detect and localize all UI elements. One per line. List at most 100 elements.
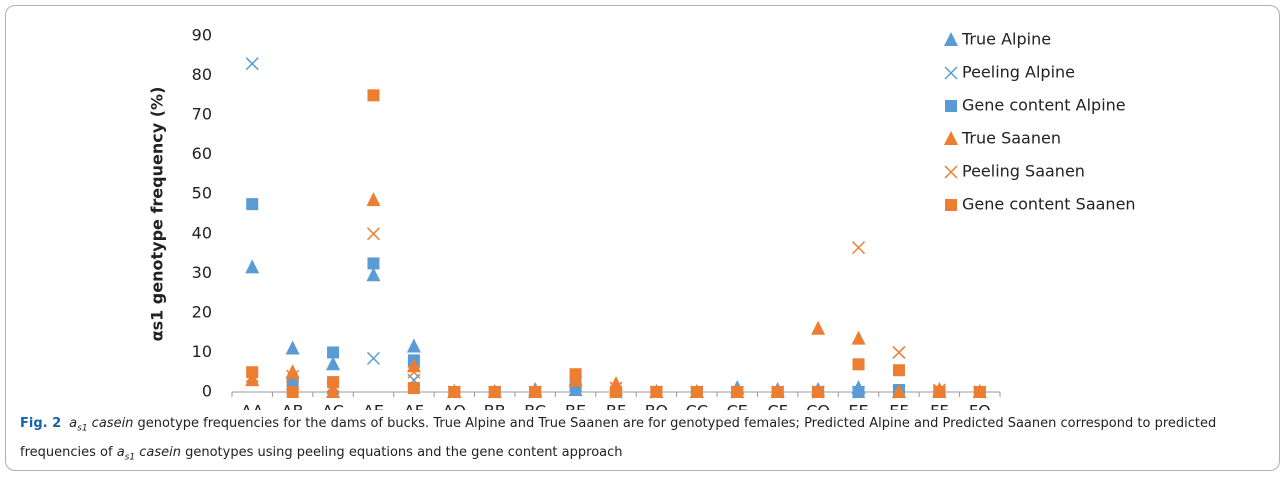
x-tick-label: AO [443,402,466,411]
caption-text: casein [135,444,181,460]
point [569,368,582,381]
x-tick-label: AE [363,402,384,411]
legend-label: Gene content Alpine [962,96,1126,115]
point [407,382,420,395]
caption-italic: s1 [124,445,136,463]
point [851,330,866,345]
y-tick-label: 10 [192,342,212,361]
x-tick-label: BO [645,402,668,411]
point [327,346,340,359]
x-tick-label: AA [241,402,263,411]
caption-italic: s1 [77,416,88,434]
x-tick-label: CO [806,402,830,411]
point [367,257,380,270]
caption-text: genotype frequencies for the dams of buc… [20,416,1217,460]
point [771,386,784,398]
caption-text: s1 [124,452,136,463]
x-tick-label: CF [767,402,787,411]
point [811,320,826,335]
x-tick-label: AB [282,402,304,411]
legend-marker [944,66,958,80]
point [366,351,381,365]
point [326,356,341,371]
point [246,198,259,211]
x-tick-label: EE [848,402,868,411]
legend-label: Gene content Saanen [962,195,1136,214]
x-tick-label: FF [930,402,948,411]
point [327,376,340,389]
y-axis-label: αs1 genotype frequency (%) [148,87,167,342]
point [650,386,663,398]
y-tick-label: 30 [192,263,212,282]
point [891,384,906,398]
legend-marker [945,100,957,112]
y-tick-label: 70 [192,105,212,124]
legend-label: True Alpine [961,30,1051,49]
x-tick-label: BC [524,402,546,411]
point [246,366,259,379]
point [245,372,260,387]
x-tick-label: BF [606,402,626,411]
point [245,57,259,71]
point [326,384,341,398]
caption-italic: casein [135,445,181,460]
point [690,386,703,398]
point [285,364,300,379]
legend-marker [944,32,958,46]
x-tick-label: AC [322,402,344,411]
point [285,340,300,355]
caption-italic: a [117,445,125,460]
x-tick-label: BE [565,402,586,411]
legend-label: True Saanen [961,129,1061,148]
caption: Fig. 2 as1 casein genotype frequencies fo… [20,412,1265,469]
point [286,369,300,383]
point [448,386,461,398]
y-tick-label: 0 [202,382,212,401]
caption-text: genotypes using peeling equations and th… [180,444,623,460]
point [286,386,299,398]
point [892,364,905,377]
y-tick-label: 40 [192,223,212,242]
point [488,386,501,398]
caption-text: a [116,444,125,460]
y-tick-label: 80 [192,65,212,84]
point [851,241,866,255]
legend-marker [945,199,957,211]
point [366,267,381,282]
point [731,386,744,398]
chart: αs1 genotype frequency (%) 0 10 20 30 40 50 60… [148,26,1136,411]
point [973,386,986,398]
point [892,345,906,359]
x-tick-label: FO [969,402,991,411]
y-tick-label: 50 [192,184,212,203]
caption-text: casein [87,416,134,431]
x-tick-label: EF [889,402,908,411]
point [933,386,946,398]
point [366,227,381,241]
y-tick-label: 90 [192,26,212,45]
caption-text: a [69,416,78,431]
y-tick-label: 60 [192,144,212,163]
x-tick-label: BB [484,402,506,411]
point [245,259,260,274]
x-tick-label: CC [686,402,708,411]
legend-marker [944,131,958,145]
caption-italic: a [69,416,77,431]
caption-label: Fig. 2 [20,416,62,431]
point [852,358,865,371]
y-tick-label: 20 [192,302,212,321]
point [610,386,622,398]
point [406,338,421,353]
legend-marker [944,165,958,179]
point [529,386,542,398]
point [366,192,381,207]
caption-text: s1 [77,423,88,434]
point [367,89,380,102]
point [852,386,865,398]
caption-italic: casein [88,416,134,431]
legend-label: Peeling Saanen [962,162,1085,181]
point [812,386,825,398]
x-tick-label: CE [727,402,748,411]
legend-label: Peeling Alpine [962,63,1075,82]
